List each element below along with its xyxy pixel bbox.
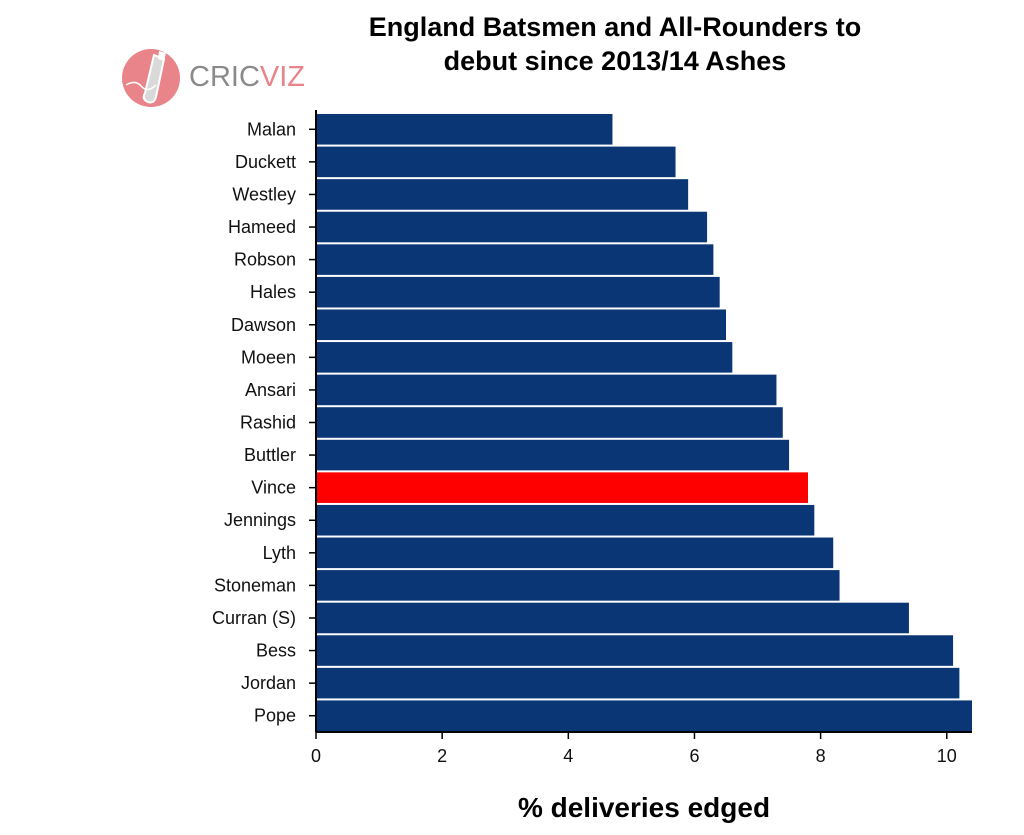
- x-tick-label-8: 8: [816, 746, 826, 766]
- bar-curran-s: [316, 602, 909, 634]
- bar-jennings: [316, 504, 815, 536]
- bar-pope: [316, 700, 972, 731]
- y-tick-label-lyth: Lyth: [263, 543, 296, 563]
- y-tick-label-hales: Hales: [250, 282, 296, 302]
- y-axis: Malan Duckett Westley Hameed Robson Hales Daws…: [212, 110, 317, 732]
- bar-lyth: [316, 537, 834, 569]
- bar-hales: [316, 276, 720, 308]
- cricviz-logo: CRICVIZ: [122, 46, 305, 110]
- x-axis: 0 2 4 6 8 10: [311, 731, 972, 766]
- y-tick-label-vince: Vince: [251, 478, 296, 498]
- bar-bess: [316, 635, 954, 666]
- bars-group: [316, 114, 972, 731]
- y-tick-label-rashid: Rashid: [240, 413, 296, 433]
- bar-rashid: [316, 407, 783, 438]
- y-tick-label-robson: Robson: [234, 250, 296, 270]
- logo-text-viz: VIZ: [259, 61, 306, 93]
- y-tick-label-curran-s: Curran (S): [212, 608, 296, 628]
- bar-moeen: [316, 342, 733, 373]
- x-tick-label-10: 10: [937, 746, 957, 766]
- bar-stoneman: [316, 570, 840, 601]
- bar-ansari: [316, 374, 777, 406]
- y-tick-label-jordan: Jordan: [241, 673, 296, 693]
- y-tick-label-ansari: Ansari: [245, 380, 296, 400]
- chart-title-line-1: England Batsmen and All-Rounders to: [368, 12, 862, 42]
- y-tick-label-bess: Bess: [256, 641, 296, 661]
- y-tick-label-pope: Pope: [254, 706, 296, 726]
- bar-duckett: [316, 146, 676, 178]
- y-tick-label-westley: Westley: [232, 184, 296, 204]
- logo-wordmark: CRICVIZ: [189, 61, 305, 94]
- bar-vince: [316, 472, 808, 503]
- x-tick-label-6: 6: [689, 746, 699, 766]
- chart-title-line-2: debut since 2013/14 Ashes: [443, 46, 787, 76]
- bar-dawson: [316, 309, 726, 341]
- cricket-bat-ball-icon: [122, 49, 180, 107]
- y-tick-label-moeen: Moeen: [241, 347, 296, 367]
- bar-westley: [316, 179, 689, 210]
- y-tick-label-dawson: Dawson: [231, 315, 296, 335]
- y-tick-label-buttler: Buttler: [244, 445, 296, 465]
- y-tick-label-duckett: Duckett: [235, 152, 296, 172]
- chart-title: England Batsmen and All-Rounders to debu…: [250, 10, 980, 78]
- y-tick-label-malan: Malan: [247, 119, 296, 139]
- bar-robson: [316, 244, 714, 275]
- bar-malan: [316, 114, 613, 145]
- bar-buttler: [316, 439, 790, 471]
- y-tick-label-hameed: Hameed: [228, 217, 296, 237]
- x-axis-label: % deliveries edged: [517, 792, 771, 823]
- x-tick-label-2: 2: [437, 746, 447, 766]
- logo-text-cric: CRIC: [189, 61, 260, 93]
- bar-hameed: [316, 211, 708, 243]
- y-tick-label-stoneman: Stoneman: [214, 575, 296, 595]
- bar-jordan: [316, 667, 960, 699]
- x-tick-label-0: 0: [311, 746, 321, 766]
- y-tick-label-jennings: Jennings: [224, 510, 296, 530]
- x-tick-label-4: 4: [563, 746, 573, 766]
